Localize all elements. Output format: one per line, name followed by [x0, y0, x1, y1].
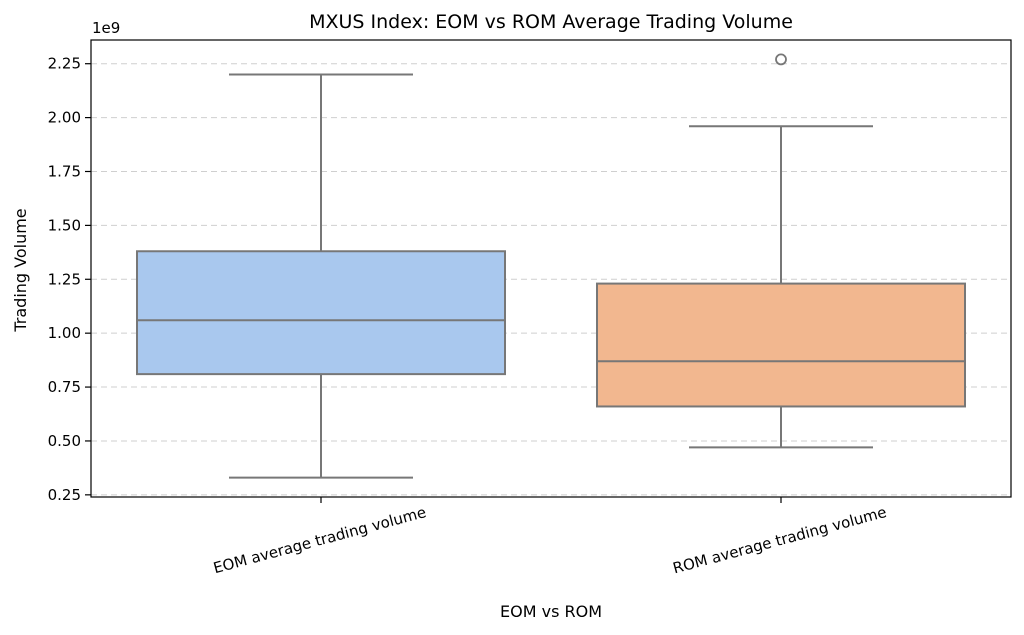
x-axis-label: EOM vs ROM — [500, 602, 602, 621]
plot-frame — [90, 39, 1012, 498]
y-axis-label: Trading Volume — [11, 208, 30, 332]
y-tick-label: 1.50 — [48, 216, 81, 234]
y-tick-label: 2.00 — [48, 109, 81, 127]
x-tick-layer: EOM average trading volume ROM average tr… — [211, 497, 888, 577]
chart-title: MXUS Index: EOM vs ROM Average Trading V… — [309, 11, 793, 33]
y-tick-layer: 0.25 0.50 0.75 1.00 1.25 1.50 1.75 2.00 2.25 — [48, 55, 91, 504]
iqr-box — [136, 250, 506, 376]
y-tick-label: 1.75 — [48, 162, 81, 180]
y-tick-label: 0.50 — [48, 432, 81, 450]
outlier-point — [775, 53, 787, 66]
x-tick-label: EOM average trading volume — [211, 503, 428, 577]
box-rom — [596, 53, 966, 449]
box-layer — [136, 53, 966, 479]
y-offset-label: 1e9 — [92, 19, 120, 37]
box-eom — [136, 73, 506, 479]
y-tick-label: 1.00 — [48, 324, 81, 342]
x-tick-label: ROM average trading volume — [671, 503, 889, 577]
y-tick-label: 0.75 — [48, 378, 81, 396]
y-tick-label: 2.25 — [48, 55, 81, 73]
y-tick-label: 1.25 — [48, 270, 81, 288]
iqr-box — [596, 282, 966, 408]
y-tick-label: 0.25 — [48, 486, 81, 504]
